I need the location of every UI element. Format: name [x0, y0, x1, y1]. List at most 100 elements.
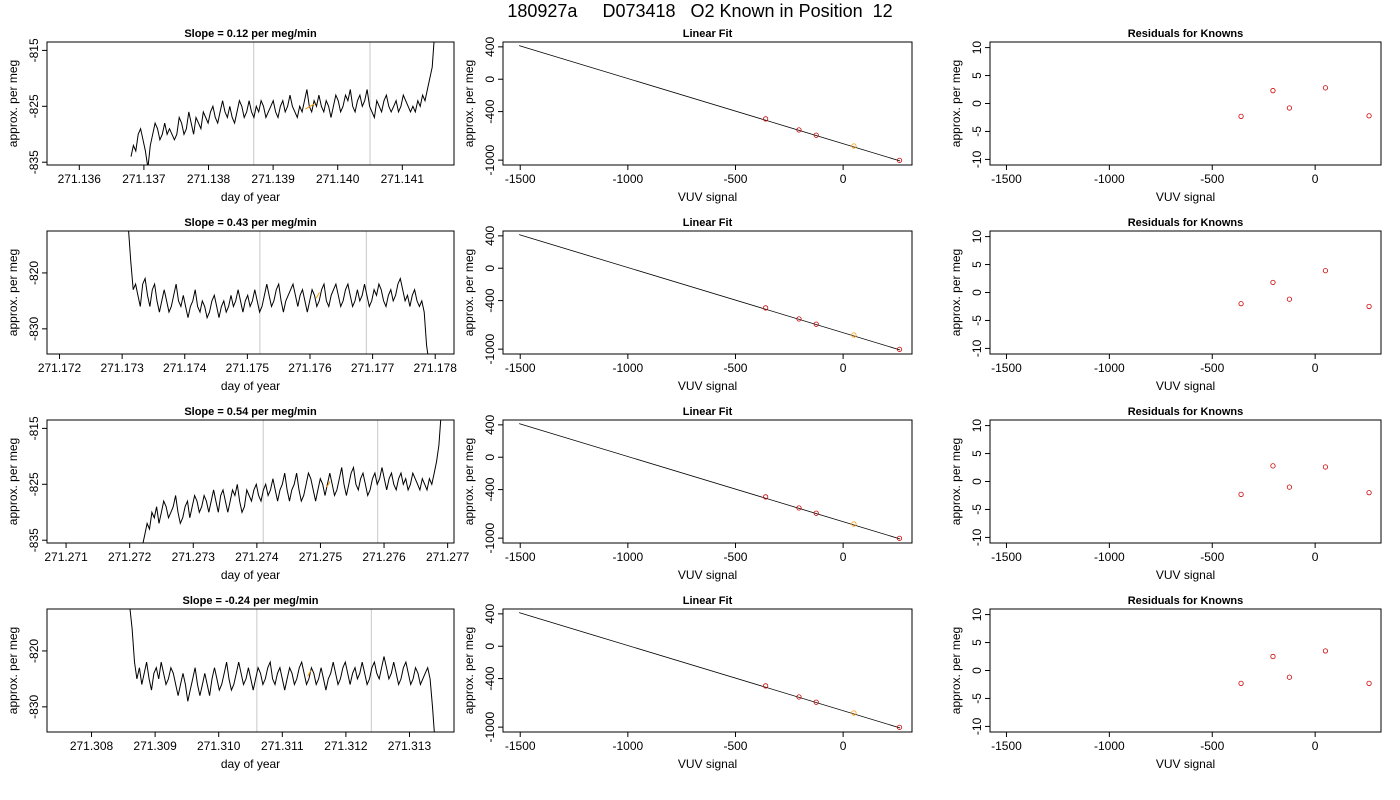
x-axis-label: VUV signal: [678, 190, 737, 204]
plot-frame: [46, 419, 455, 544]
data-point: [1366, 680, 1372, 686]
y-tick-label: -10: [970, 528, 984, 546]
data-point: [1286, 674, 1293, 680]
y-tick-label: -1000: [483, 522, 497, 553]
x-tick-label: -500: [723, 172, 747, 186]
x-tick-label: 271.177: [351, 361, 395, 375]
y-tick-label: -400: [483, 288, 497, 312]
x-tick-label: -1000: [1094, 361, 1125, 375]
panel-10: Slope = -0.24 per meg/min 271.308 271.309 2…: [6, 595, 455, 771]
y-tick-label: 10: [970, 419, 984, 433]
x-tick-label: -1500: [505, 172, 536, 186]
y-tick-label: -10: [970, 339, 984, 357]
panel-title: Slope = -0.24 per meg/min: [182, 595, 318, 607]
data-point: [1270, 463, 1276, 469]
x-axis-label: VUV signal: [678, 379, 737, 393]
plot-frame: [46, 230, 455, 355]
y-axis-label: approx. per meg: [949, 249, 963, 336]
y-tick-label: -1000: [483, 711, 497, 742]
data-point: [1322, 268, 1329, 274]
y-tick-label: -830: [27, 695, 41, 719]
plot-data: [1238, 463, 1372, 497]
y-tick-label: 5: [970, 261, 984, 268]
x-tick-label: -500: [723, 361, 747, 375]
panel-title: Linear Fit: [683, 28, 733, 40]
y-tick-label: -1000: [483, 333, 497, 364]
x-tick-label: -1500: [505, 550, 536, 564]
x-axis-label: day of year: [221, 568, 280, 582]
y-tick-label: 0: [970, 478, 984, 485]
y-tick-label: 0: [483, 76, 497, 83]
plot-frame: [502, 41, 913, 166]
data-point: [1270, 653, 1276, 660]
y-axis-label: approx. per meg: [462, 627, 476, 714]
y-tick-label: 10: [970, 41, 984, 55]
plot-data: [519, 234, 903, 352]
data-point: [796, 316, 802, 322]
y-tick-label: 400: [483, 415, 497, 435]
plot-frame: [46, 41, 455, 166]
data-point: [763, 494, 769, 500]
y-tick-label: -400: [483, 666, 497, 690]
y-tick-label: 400: [483, 604, 497, 624]
x-tick-label: -1500: [505, 739, 536, 753]
y-tick-label: 0: [483, 454, 497, 461]
x-tick-label: -500: [723, 739, 747, 753]
x-tick-label: 271.274: [235, 550, 279, 564]
plot-data: [1238, 268, 1372, 310]
data-point: [763, 116, 769, 122]
x-tick-label: 0: [840, 550, 847, 564]
data-point: [813, 321, 819, 327]
y-tick-label: 5: [970, 72, 984, 79]
y-tick-label: -1000: [483, 144, 497, 175]
panel-title: Linear Fit: [683, 217, 733, 229]
x-tick-label: -500: [723, 550, 747, 564]
x-tick-label: -500: [1200, 172, 1224, 186]
y-tick-label: 5: [970, 639, 984, 646]
data-point: [896, 346, 903, 352]
x-tick-label: -1000: [1094, 739, 1125, 753]
series-line: [142, 420, 442, 543]
y-axis-label: approx. per meg: [949, 627, 963, 714]
y-tick-label: 400: [483, 37, 497, 57]
page-title: 180927a D073418 O2 Known in Position 12: [507, 1, 893, 21]
x-axis-label: day of year: [221, 379, 280, 393]
data-point: [1322, 648, 1329, 654]
x-tick-label: -1000: [613, 550, 644, 564]
y-tick-label: 0: [483, 265, 497, 272]
plot-frame: [989, 230, 1382, 355]
series-line: [130, 42, 435, 165]
highlight-segment: [307, 670, 312, 677]
plot-data: [142, 420, 442, 543]
y-tick-label: 10: [970, 608, 984, 622]
y-tick-label: -400: [483, 99, 497, 123]
data-point: [1286, 296, 1293, 302]
y-tick-label: -815: [27, 416, 41, 440]
y-axis-label: approx. per meg: [6, 60, 20, 147]
panel-title: Residuals for Knowns: [1128, 217, 1244, 229]
x-tick-label: 0: [1312, 361, 1319, 375]
x-tick-label: -1000: [1094, 172, 1125, 186]
data-point: [1270, 88, 1276, 94]
series-line: [128, 231, 429, 354]
x-tick-label: -1500: [991, 739, 1022, 753]
x-tick-label: 271.176: [288, 361, 332, 375]
x-tick-label: 271.309: [133, 739, 177, 753]
y-tick-label: -825: [27, 94, 41, 118]
x-tick-label: -500: [1200, 550, 1224, 564]
data-point: [1366, 490, 1372, 496]
x-tick-label: -1500: [991, 550, 1022, 564]
plot-data: [128, 231, 429, 354]
plot-data: [1238, 85, 1372, 119]
x-axis-label: VUV signal: [1156, 379, 1215, 393]
plot-frame: [989, 41, 1382, 166]
fit-line: [519, 234, 901, 351]
y-axis-label: approx. per meg: [462, 249, 476, 336]
y-tick-label: -400: [483, 477, 497, 501]
y-axis-label: approx. per meg: [6, 438, 20, 525]
panel-5: Linear Fit -1500 -1000 -500 0 400 0 -400 -1000 VU…: [462, 217, 913, 393]
y-tick-label: -835: [27, 528, 41, 552]
plot-frame: [502, 608, 913, 733]
x-tick-label: 271.141: [381, 172, 425, 186]
